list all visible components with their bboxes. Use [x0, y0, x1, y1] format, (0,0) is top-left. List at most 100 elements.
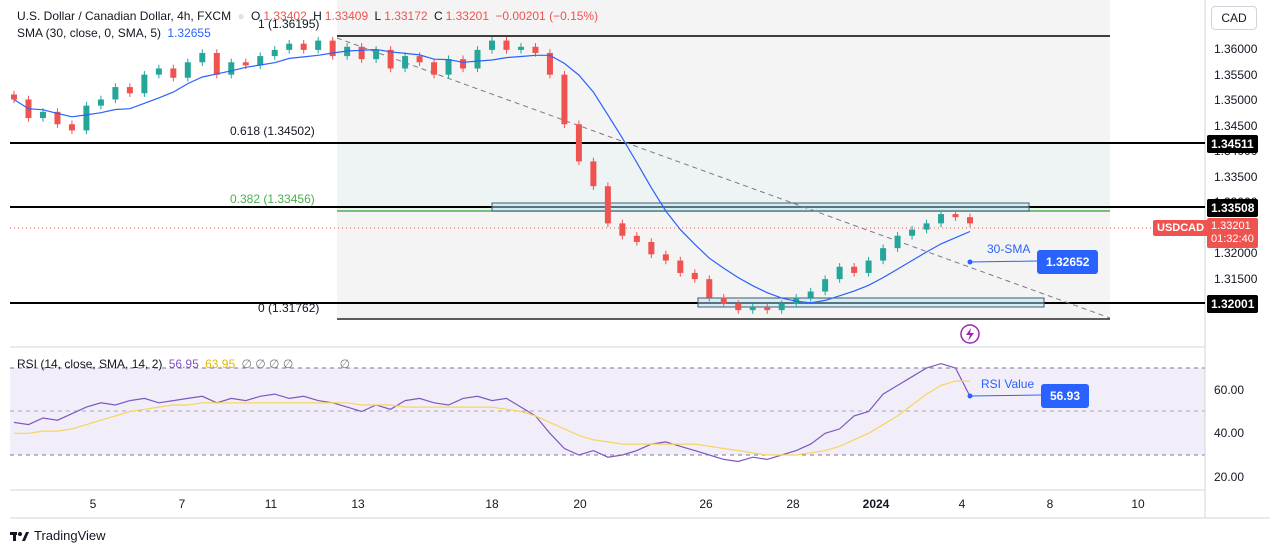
date-label: 5 — [89, 497, 97, 511]
candle-body[interactable] — [648, 241, 655, 255]
rsi-annotation-text: RSI Value — [981, 377, 1034, 391]
symbol-title[interactable]: U.S. Dollar / Canadian Dollar, 4h, FXCM — [17, 9, 232, 23]
candle-body[interactable] — [141, 74, 148, 94]
candle-body[interactable] — [431, 62, 438, 75]
sma-value-box: 1.32652 — [1037, 250, 1099, 274]
candle-body[interactable] — [199, 52, 206, 63]
fib-0618-label: 0.618 (1.34502) — [230, 124, 315, 138]
sma-line[interactable] — [13, 48, 971, 304]
candle-body[interactable] — [170, 68, 177, 78]
candle-body[interactable] — [184, 62, 191, 78]
candle-body[interactable] — [155, 68, 162, 75]
candle-body[interactable] — [735, 303, 742, 311]
open-label: O — [251, 9, 261, 23]
candle-body[interactable] — [54, 111, 61, 125]
candle-body[interactable] — [604, 186, 611, 224]
rsi-label[interactable]: RSI (14, close, SMA, 14, 2) — [17, 357, 163, 371]
candle-body[interactable] — [112, 87, 119, 100]
candle-body[interactable] — [590, 161, 597, 187]
candle-body[interactable] — [662, 254, 669, 261]
candle-body[interactable] — [517, 46, 524, 50]
candle-body[interactable] — [938, 214, 945, 224]
candle-body[interactable] — [532, 46, 539, 53]
price-tick: 1.36000 — [1214, 42, 1258, 56]
sma-annotation-text: 30-SMA — [987, 242, 1030, 256]
lightning-icon — [966, 328, 974, 341]
candle-body[interactable] — [822, 279, 829, 292]
sma-label[interactable]: SMA (30, close, 0, SMA, 5) — [17, 26, 162, 40]
candle-body[interactable] — [474, 49, 481, 69]
sma-value: 1.32655 — [167, 26, 211, 40]
candle-body[interactable] — [445, 59, 452, 75]
date-label: 26 — [699, 497, 713, 511]
low-value: 1.33172 — [384, 9, 428, 23]
rsi-extra-value: ∅ — [339, 357, 351, 371]
candle-body[interactable] — [503, 40, 510, 50]
candle-body[interactable] — [633, 235, 640, 242]
candle-body[interactable] — [228, 62, 235, 75]
candle-body[interactable] — [575, 124, 582, 162]
tradingview-logo-icon — [10, 531, 29, 541]
candle-body[interactable] — [880, 248, 887, 261]
candle-body[interactable] — [561, 74, 568, 125]
candle-body[interactable] — [416, 56, 423, 63]
candle-body[interactable] — [387, 49, 394, 69]
candle-body[interactable] — [97, 99, 104, 106]
candle-body[interactable] — [329, 40, 336, 57]
date-label: 28 — [786, 497, 800, 511]
close-label: C — [433, 9, 443, 23]
brand-name[interactable]: TradingView — [34, 528, 106, 543]
rsi-line[interactable] — [13, 362, 971, 463]
rsi-sma-line[interactable] — [14, 380, 970, 456]
candle-body[interactable] — [315, 40, 322, 50]
candle-body[interactable] — [373, 49, 380, 60]
rsi-tick-20: 20.00 — [1214, 470, 1245, 484]
candle-body[interactable] — [213, 52, 220, 75]
candle-body[interactable] — [720, 297, 727, 304]
candle-body[interactable] — [778, 303, 785, 311]
candle-body[interactable] — [865, 260, 872, 273]
currency-button[interactable]: CAD — [1211, 6, 1257, 30]
candle-body[interactable] — [39, 111, 46, 119]
candle-body[interactable] — [286, 43, 293, 50]
candle-body[interactable] — [706, 279, 713, 298]
candle-body[interactable] — [11, 94, 17, 100]
candle-body[interactable] — [489, 40, 495, 50]
candle-body[interactable] — [126, 87, 133, 94]
candle-body[interactable] — [257, 56, 264, 66]
candle-body[interactable] — [83, 105, 90, 131]
candle-body[interactable] — [967, 217, 973, 224]
downtrend-line[interactable] — [336, 37, 1111, 319]
candle-body[interactable] — [909, 229, 916, 236]
price-tick: 1.34500 — [1214, 118, 1258, 133]
candle-body[interactable] — [691, 272, 698, 280]
candle-body[interactable] — [300, 43, 307, 50]
current-price-tag: 1.33201 01:32:40 — [1207, 218, 1258, 248]
candle-body[interactable] — [764, 307, 771, 311]
candle-body[interactable] — [460, 59, 467, 69]
candle-body[interactable] — [894, 235, 901, 249]
candle-body[interactable] — [619, 223, 626, 236]
candle-body[interactable] — [677, 260, 684, 273]
candle-body[interactable] — [402, 56, 409, 69]
candle-body[interactable] — [807, 291, 814, 298]
candle-body[interactable] — [923, 223, 930, 230]
candle-body[interactable] — [952, 214, 959, 218]
rsi-sma-value: 63.95 — [205, 357, 236, 371]
close-value: 1.33201 — [445, 9, 489, 23]
date-label: 8 — [1046, 497, 1054, 511]
candle-body[interactable] — [546, 52, 553, 75]
resistance-zone[interactable] — [491, 202, 1030, 212]
candle-body[interactable] — [749, 307, 756, 311]
footer: TradingView — [10, 528, 106, 543]
candle-body[interactable] — [836, 266, 843, 280]
candle-body[interactable] — [358, 46, 365, 60]
date-label: 7 — [178, 497, 186, 511]
candle-body[interactable] — [242, 62, 249, 66]
candle-body[interactable] — [68, 124, 75, 131]
candle-body[interactable] — [851, 266, 858, 273]
support-zone[interactable] — [697, 297, 1045, 308]
candle-body[interactable] — [271, 49, 278, 57]
chart-header: U.S. Dollar / Canadian Dollar, 4h, FXCM … — [17, 9, 599, 23]
